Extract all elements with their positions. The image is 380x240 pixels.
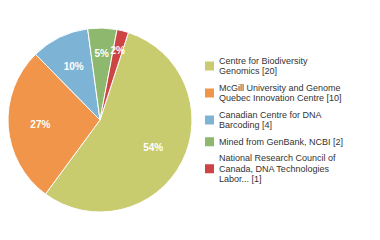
- pie: [8, 28, 192, 212]
- legend-swatch: [205, 62, 214, 71]
- legend-swatch: [205, 164, 214, 173]
- legend-label: Mined from GenBank, NCBI [2]: [219, 137, 343, 147]
- legend-label: McGill University and GenomeQuebec Innov…: [219, 83, 342, 104]
- data-label: 10%: [64, 61, 84, 72]
- legend-swatch: [205, 116, 214, 125]
- data-labels: 54% 27% 10% 5%2%: [30, 45, 163, 153]
- legend-label: National Research Council ofCanada, DNA …: [219, 153, 336, 184]
- chart: 54% 27% 10% 5%2% Centre for BiodiversityGeno…: [0, 0, 380, 240]
- legend-item: Mined from GenBank, NCBI [2]: [205, 137, 343, 147]
- legend: Centre for BiodiversityGenomics [20] McGi…: [205, 56, 343, 185]
- data-label: 5%: [94, 48, 109, 59]
- legend-swatch: [205, 137, 214, 146]
- data-label: 2%: [111, 45, 126, 56]
- legend-swatch: [205, 89, 214, 98]
- pie-slice: [100, 30, 128, 120]
- data-label: 54%: [143, 142, 163, 153]
- data-label: 27%: [30, 119, 50, 130]
- legend-item: Centre for BiodiversityGenomics [20]: [205, 56, 308, 77]
- legend-label: Centre for BiodiversityGenomics [20]: [219, 56, 308, 77]
- legend-item: National Research Council ofCanada, DNA …: [205, 153, 336, 184]
- legend-item: McGill University and GenomeQuebec Innov…: [205, 83, 342, 104]
- legend-label: Canadian Centre for DNABarcoding [4]: [219, 110, 322, 130]
- legend-item: Canadian Centre for DNABarcoding [4]: [205, 110, 322, 130]
